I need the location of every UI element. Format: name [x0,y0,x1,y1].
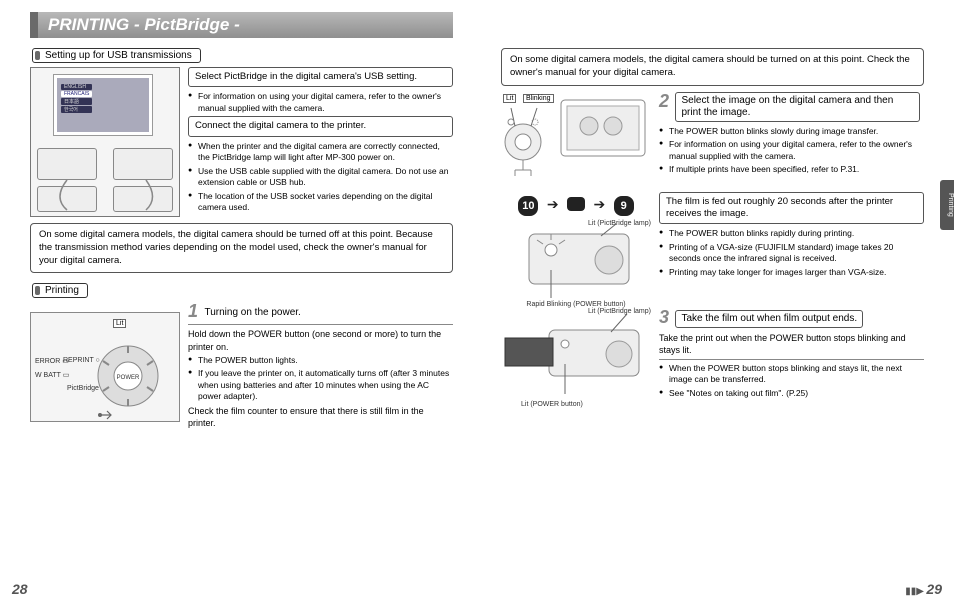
page-number: 28 [12,581,28,597]
bullet: The POWER button blinks rapidly during p… [659,228,924,239]
note-box: On some digital camera models, the digit… [501,48,924,86]
page-number: 29 [926,581,942,597]
bullet-list: When the POWER button stops blinking and… [659,363,924,399]
feed-text-col: The film is fed out roughly 20 seconds a… [659,192,924,308]
bullet: For information on using your digital ca… [659,139,924,162]
bullet: The location of the USB socket varies de… [188,191,453,214]
counter-illus: 10 ➔ ➔ 9 Lit (PictBridge lamp) [501,192,651,308]
counter-from: 10 [518,196,538,216]
bullet: When the POWER button stops blinking and… [659,363,924,386]
step-body: Hold down the POWER button (one second o… [188,328,453,352]
step-head: Take the film out when film output ends. [675,310,863,328]
camera-svg [501,92,651,192]
step2-text-col: 2 Select the image on the digital camera… [659,92,924,192]
counter-row: 10 ➔ ➔ 9 Lit (PictBridge lamp) [501,192,924,308]
step-1: 1 Turning on the power. [188,302,453,320]
arrow-icon: ➔ [547,196,559,213]
divider [188,324,453,325]
bullet-list: The POWER button lights. If you leave th… [188,355,453,403]
step3-body: Take the print out when the POWER button… [659,332,924,356]
step-tail: Check the film counter to ensure that th… [188,405,453,429]
bullet: See "Notes on taking out film". (P.25) [659,388,924,399]
step-number: 1 [188,302,198,320]
printing-row: Lit ERROR ▭ REPRINT ○ W BATT ▭ PictBridg… [30,302,453,430]
bullet: If you leave the printer on, it automati… [188,368,453,402]
power-text: POWER [117,375,140,381]
page-left: PRINTING - PictBridge - Setting up for U… [0,0,477,603]
step-head: Select the image on the digital camera a… [675,92,920,122]
cable-lines [31,68,181,218]
illus-frame-1: ENGLISH FRANCAIS 日本語 한국어 [30,67,180,217]
page-right: On some digital camera models, the digit… [477,0,954,603]
bullet: The POWER button blinks slowly during im… [659,126,924,137]
rapid-blink-illus: Lit (PictBridge lamp) Rapid Blinking (PO… [501,220,651,308]
bullet: Printing of a VGA-size (FUJIFILM standar… [659,242,924,265]
bullet-list: When the printer and the digital camera … [188,141,453,214]
bullet-list: The POWER button blinks slowly during im… [659,126,924,176]
output-illus: Lit (PictBridge lamp) Lit (POWER button) [501,308,651,408]
bullet: Printing may take longer for images larg… [659,267,924,278]
blank-icon [567,197,585,211]
step-2: 2 Select the image on the digital camera… [659,92,924,122]
bullet: For information on using your digital ca… [188,91,453,114]
blinking-label: Blinking [523,94,554,103]
wbatt-label: W BATT ▭ [35,371,69,379]
continue-arrow-icon: ▮▮▶ [905,586,924,597]
step2-row: Lit Blinking 2 [501,92,924,192]
counter-arrow-row: 10 ➔ ➔ 9 [501,196,651,216]
printing-text-col: 1 Turning on the power. Hold down the PO… [188,302,453,430]
section-usb: Setting up for USB transmissions [32,48,201,63]
pict-lamp-label: Lit (PictBridge lamp) [588,220,651,227]
instruction-box: The film is fed out roughly 20 seconds a… [659,192,924,225]
illustration-usb: ENGLISH FRANCAIS 日本語 한국어 [30,67,180,217]
step-3: 3 Take the film out when film output end… [659,308,924,328]
arrow-icon: ➔ [593,196,605,213]
step-head: Turning on the power. [204,307,300,319]
power-lit-label: Lit (POWER button) [521,401,583,408]
bullet: The POWER button lights. [188,355,453,366]
bullet: When the printer and the digital camera … [188,141,453,164]
power-dial: POWER [93,341,163,411]
step3-row: Lit (PictBridge lamp) Lit (POWER button)… [501,308,924,408]
bullet: If multiple prints have been specified, … [659,164,924,175]
side-tab: Printing [940,180,954,230]
illustration-printer: Lit ERROR ▭ REPRINT ○ W BATT ▭ PictBridg… [30,302,180,430]
step3-text-col: 3 Take the film out when film output end… [659,308,924,408]
rapid-label: Rapid Blinking (POWER button) [511,301,641,308]
step-number: 3 [659,308,669,326]
usb-row: ENGLISH FRANCAIS 日本語 한국어 S [30,67,453,217]
printer-illus: Lit ERROR ▭ REPRINT ○ W BATT ▭ PictBridg… [30,312,180,422]
usb-icon [97,409,117,421]
section-printing: Printing [32,283,88,298]
bullet-list: The POWER button blinks rapidly during p… [659,228,924,278]
instruction-box: Select PictBridge in the digital camera'… [188,67,453,87]
divider [659,359,924,360]
page-title: PRINTING - PictBridge - [30,12,453,38]
bullet-list: For information on using your digital ca… [188,91,453,114]
usb-text-col: Select PictBridge in the digital camera'… [188,67,453,217]
bullet: Use the USB cable supplied with the digi… [188,166,453,189]
lit-label: Lit [503,94,516,103]
pict-lamp-label2: Lit (PictBridge lamp) [588,308,651,315]
lit-label: Lit [113,319,126,328]
instruction-box: Connect the digital camera to the printe… [188,116,453,136]
step-number: 2 [659,92,669,110]
illustration-camera-lcd: Lit Blinking [501,92,651,192]
counter-to: 9 [614,196,634,216]
note-box: On some digital camera models, the digit… [30,223,453,273]
camera-lcd-illus: Lit Blinking [501,92,651,192]
